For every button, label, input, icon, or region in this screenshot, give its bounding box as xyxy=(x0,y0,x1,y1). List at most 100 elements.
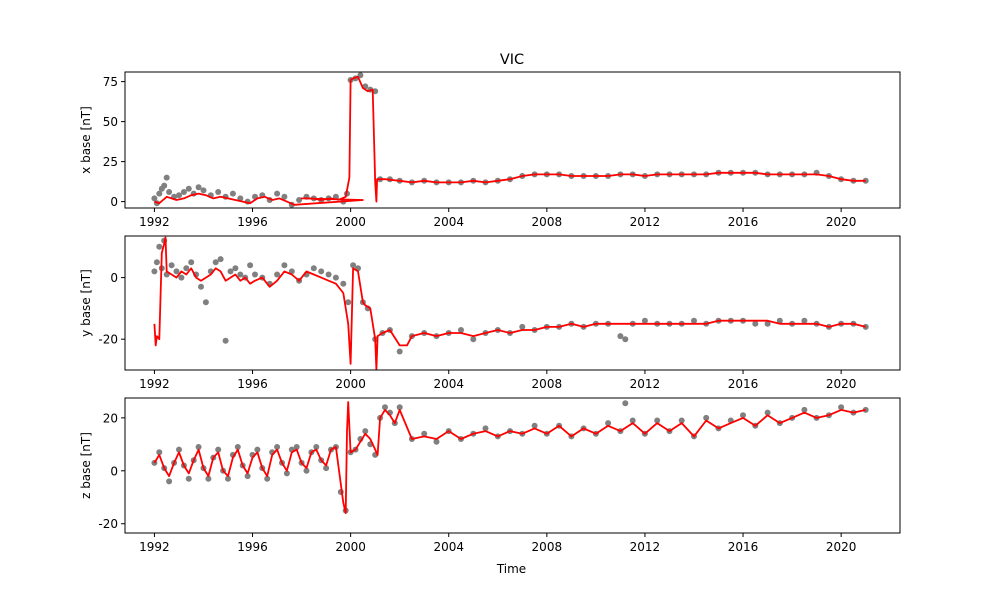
data-point xyxy=(151,195,158,202)
data-point xyxy=(332,274,339,281)
x-axis-label: Time xyxy=(496,562,526,576)
data-point xyxy=(166,478,173,485)
x-tick-label: 2020 xyxy=(826,540,857,554)
x-tick-label: 1992 xyxy=(139,215,170,229)
data-point xyxy=(764,409,771,416)
data-point xyxy=(225,475,231,482)
x-tick-label: 2016 xyxy=(728,540,759,554)
y-tick-label: -20 xyxy=(98,333,118,347)
data-point xyxy=(229,190,236,197)
plot-area xyxy=(151,72,869,208)
data-point xyxy=(470,336,477,343)
x-tick-label: 2012 xyxy=(630,215,661,229)
x-tick-label: 2004 xyxy=(433,215,464,229)
data-point xyxy=(345,299,352,306)
data-point xyxy=(217,256,224,263)
data-point xyxy=(176,446,182,453)
data-point xyxy=(180,189,187,195)
data-point xyxy=(396,348,403,355)
data-point xyxy=(283,470,290,477)
data-point xyxy=(318,268,325,275)
data-point xyxy=(274,190,281,197)
data-point xyxy=(227,268,234,275)
data-point xyxy=(313,444,320,450)
data-point xyxy=(215,189,222,195)
scatter-points xyxy=(151,72,869,208)
subplot-3: 1992 1996 2000 2004 2008 2012 2016 2020200-20z … xyxy=(79,397,901,576)
y-tick-label: 0 xyxy=(110,271,118,285)
x-tick-label: 1996 xyxy=(237,215,268,229)
x-tick-label: 2008 xyxy=(532,377,563,391)
y-axis-label: z base [nT] xyxy=(79,432,93,499)
data-point xyxy=(654,417,661,424)
y-tick-label: 75 xyxy=(103,75,118,89)
data-point xyxy=(293,444,300,450)
data-point xyxy=(362,428,369,435)
data-point xyxy=(296,197,303,203)
data-point xyxy=(232,265,239,272)
data-point xyxy=(254,446,261,453)
data-point xyxy=(678,417,685,424)
data-point xyxy=(641,317,648,324)
data-point xyxy=(350,262,357,269)
axes-frame xyxy=(124,397,901,534)
data-point xyxy=(740,412,746,419)
series-line xyxy=(153,236,866,370)
x-tick-label: 2004 xyxy=(433,540,464,554)
data-point xyxy=(178,274,185,281)
data-point xyxy=(264,475,271,482)
data-point xyxy=(247,262,254,269)
data-point xyxy=(776,317,783,324)
data-point xyxy=(458,327,464,333)
plot-area xyxy=(151,400,869,514)
data-point xyxy=(629,417,636,424)
x-tick-label: 2016 xyxy=(728,215,759,229)
data-point xyxy=(421,430,428,437)
data-point xyxy=(382,404,388,411)
x-tick-label: 2012 xyxy=(630,377,661,391)
data-point xyxy=(202,299,209,306)
data-point xyxy=(752,320,759,327)
data-point xyxy=(166,189,173,195)
y-tick-label: 0 xyxy=(110,464,118,478)
data-point xyxy=(244,473,251,480)
data-point xyxy=(622,400,629,407)
x-tick-label: 2020 xyxy=(826,377,857,391)
x-tick-label: 1996 xyxy=(237,377,268,391)
data-point xyxy=(234,444,241,450)
x-tick-label: 2012 xyxy=(630,540,661,554)
data-point xyxy=(801,317,808,324)
series-line xyxy=(153,401,866,514)
data-point xyxy=(703,414,710,421)
x-tick-label: 2020 xyxy=(826,215,857,229)
x-tick-label: 2000 xyxy=(335,215,366,229)
data-point xyxy=(176,192,182,199)
data-point xyxy=(764,320,771,327)
data-point xyxy=(252,271,258,278)
data-point xyxy=(323,465,330,472)
data-point xyxy=(310,265,317,272)
x-tick-label: 1996 xyxy=(237,540,268,554)
data-point xyxy=(185,475,192,482)
data-point xyxy=(482,425,489,432)
x-tick-label: 2004 xyxy=(433,377,464,391)
data-point xyxy=(168,262,175,269)
data-point xyxy=(237,271,244,278)
subplot-1: 1992 1996 2000 2004 2008 2012 2016 2020 0 25 50 75 x… xyxy=(79,71,901,229)
x-tick-label: 2016 xyxy=(728,377,759,391)
y-tick-label: 50 xyxy=(103,115,118,129)
data-point xyxy=(195,184,202,191)
data-point xyxy=(303,467,310,474)
data-point xyxy=(200,187,207,194)
data-point xyxy=(340,280,347,287)
data-point xyxy=(274,444,281,450)
data-point xyxy=(605,420,612,427)
data-point xyxy=(274,271,281,278)
y-axis-label: x base [nT] xyxy=(79,106,93,174)
scatter-points xyxy=(151,237,869,355)
data-point xyxy=(163,174,170,181)
data-point xyxy=(173,268,180,275)
data-point xyxy=(198,283,204,290)
data-point xyxy=(222,337,229,344)
x-tick-label: 1992 xyxy=(139,377,170,391)
